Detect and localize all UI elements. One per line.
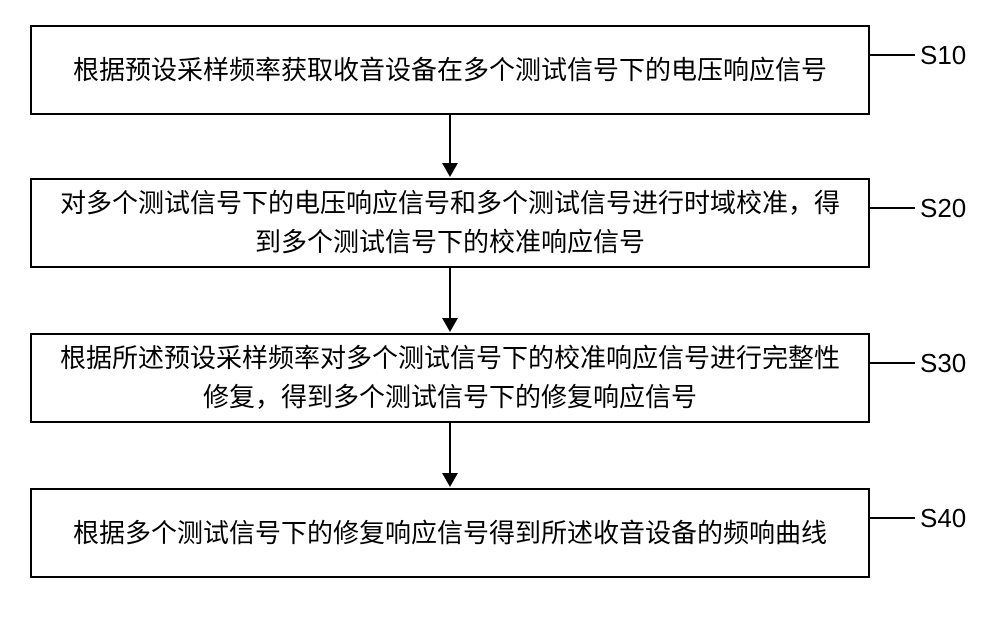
step-box-s40: 根据多个测试信号下的修复响应信号得到所述收音设备的频响曲线 [30,488,870,578]
arrow-head-2 [442,318,458,332]
connector-line-3 [449,423,451,475]
step-box-s30: 根据所述预设采样频率对多个测试信号下的校准响应信号进行完整性修复，得到多个测试信… [30,333,870,423]
arrow-head-3 [442,473,458,487]
label-leader-s10 [870,54,915,56]
label-leader-s20 [870,207,915,209]
connector-line-2 [449,268,451,320]
step-label-s30: S30 [920,348,966,379]
step-text-s20: 对多个测试信号下的电压响应信号和多个测试信号进行时域校准，得到多个测试信号下的校… [52,184,848,262]
connector-line-1 [449,115,451,165]
step-text-s10: 根据预设采样频率获取收音设备在多个测试信号下的电压响应信号 [73,51,827,90]
step-label-s10: S10 [920,40,966,71]
step-label-s20: S20 [920,193,966,224]
step-text-s40: 根据多个测试信号下的修复响应信号得到所述收音设备的频响曲线 [73,514,827,553]
step-label-s40: S40 [920,503,966,534]
label-leader-s40 [870,517,915,519]
arrow-head-1 [442,163,458,177]
step-box-s10: 根据预设采样频率获取收音设备在多个测试信号下的电压响应信号 [30,25,870,115]
label-leader-s30 [870,362,915,364]
flowchart-canvas: 根据预设采样频率获取收音设备在多个测试信号下的电压响应信号 S10 对多个测试信… [0,0,1000,620]
step-text-s30: 根据所述预设采样频率对多个测试信号下的校准响应信号进行完整性修复，得到多个测试信… [52,339,848,417]
step-box-s20: 对多个测试信号下的电压响应信号和多个测试信号进行时域校准，得到多个测试信号下的校… [30,178,870,268]
